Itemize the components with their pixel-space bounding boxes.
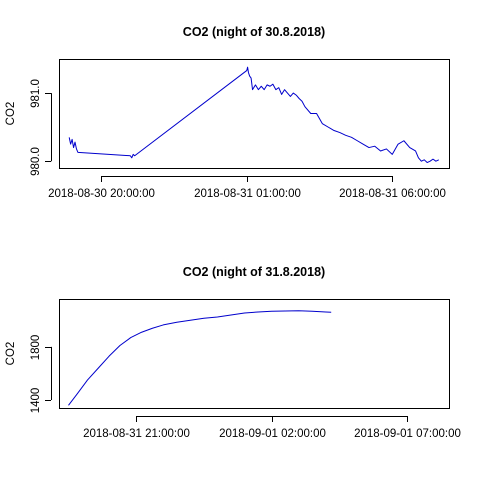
chart-1-y-tick-label-1: 980.0 — [30, 147, 42, 176]
chart-2-series-line — [68, 310, 332, 406]
chart-2-plot-frame — [59, 299, 450, 409]
chart-2-y-tick-label-2: 1800 — [30, 335, 42, 361]
chart-2-y-axis-label: CO2 — [5, 342, 17, 366]
chart-1-y-axis-label: CO2 — [5, 102, 17, 126]
chart-1-x-tick-label-1: 2018-08-30 20:00:00 — [48, 188, 155, 200]
chart-2-y-tick-label-1: 1400 — [30, 388, 42, 414]
chart-1-plot-frame — [59, 59, 450, 169]
chart-1-series-line — [68, 66, 440, 164]
chart-1: CO2 (night of 30.8.2018) 2018-08-30 20:00… — [5, 25, 450, 200]
chart-1-y-tick-label-2: 981.0 — [30, 79, 42, 108]
chart-1-x-tick-label-2: 2018-08-31 01:00:00 — [194, 188, 301, 200]
chart-2: CO2 (night of 31.8.2018) 2018-08-31 21:00… — [5, 265, 461, 440]
chart-2-x-tick-label-3: 2018-09-01 07:00:00 — [354, 428, 461, 440]
chart-2-title: CO2 (night of 31.8.2018) — [183, 265, 325, 279]
chart-2-x-tick-label-1: 2018-08-31 21:00:00 — [83, 428, 190, 440]
chart-1-x-tick-label-3: 2018-08-31 06:00:00 — [339, 188, 446, 200]
chart-1-title: CO2 (night of 30.8.2018) — [183, 25, 325, 39]
chart-2-x-tick-label-2: 2018-09-01 02:00:00 — [219, 428, 326, 440]
